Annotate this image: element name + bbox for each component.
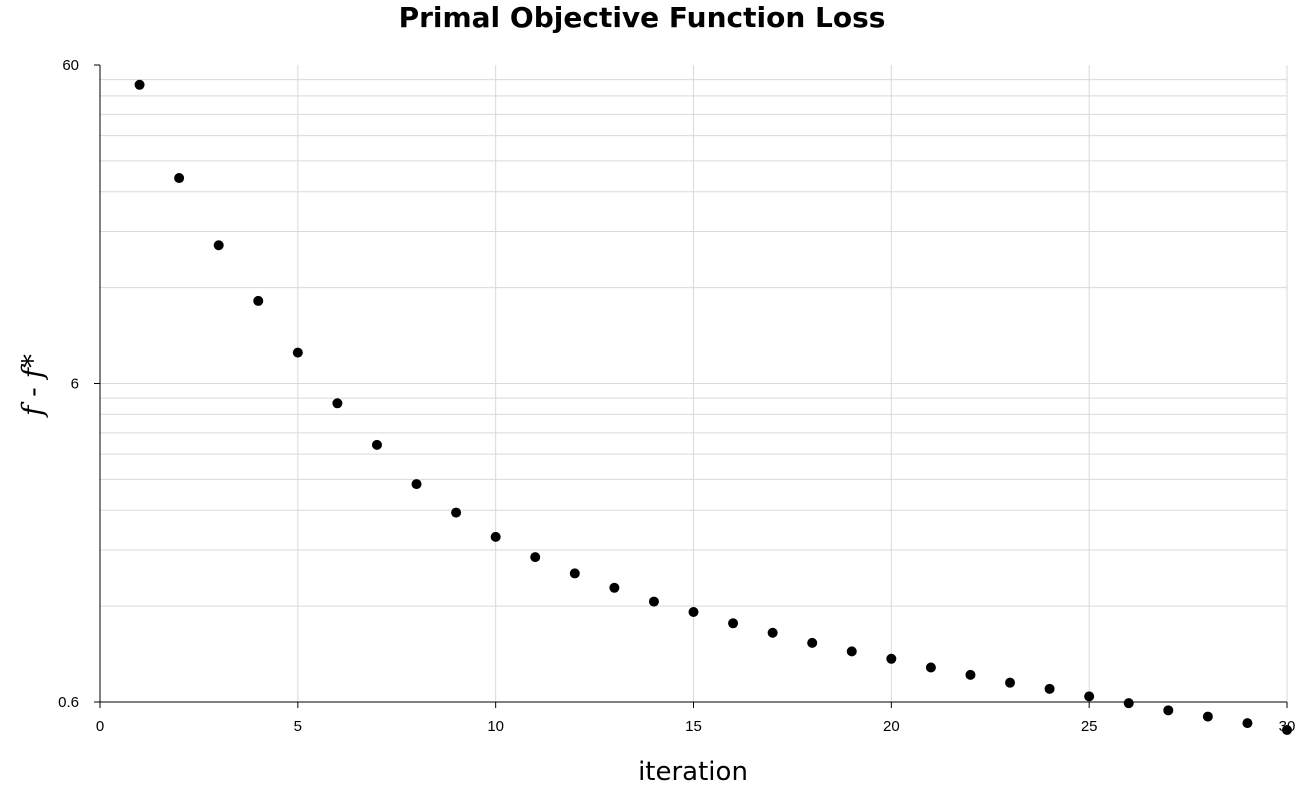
data-point: [767, 627, 778, 638]
data-point: [648, 596, 659, 607]
data-points: [134, 79, 1292, 736]
data-point: [292, 347, 303, 358]
x-axis-label: iteration: [638, 757, 748, 787]
data-point: [411, 479, 422, 490]
data-point: [253, 295, 264, 306]
chart-title: Primal Objective Function Loss: [399, 1, 886, 34]
data-point: [1163, 705, 1174, 716]
data-point: [728, 618, 739, 629]
x-tick-label: 10: [487, 718, 504, 735]
data-point: [371, 439, 382, 450]
x-tick-label: 5: [294, 718, 302, 735]
data-point: [1084, 691, 1095, 702]
data-point: [1202, 711, 1213, 722]
data-point: [1005, 677, 1016, 688]
gridlines: [99, 65, 1288, 703]
data-point: [846, 646, 857, 657]
data-point: [1242, 718, 1253, 729]
data-point: [332, 398, 343, 409]
data-point: [965, 669, 976, 680]
data-point: [925, 662, 936, 673]
data-point: [807, 637, 818, 648]
y-tick-label: 60: [62, 57, 79, 74]
data-point: [530, 552, 541, 563]
y-tick-label: 6: [71, 376, 79, 393]
x-tick-label: 25: [1081, 718, 1098, 735]
data-point: [213, 240, 224, 251]
data-point: [451, 507, 462, 518]
x-tick-label: 0: [96, 718, 104, 735]
data-point: [174, 173, 185, 184]
data-point: [490, 531, 501, 542]
data-point: [688, 607, 699, 618]
data-point: [1282, 725, 1292, 736]
y-tick-label: 0.6: [58, 694, 79, 711]
data-point: [1044, 683, 1055, 694]
data-point: [134, 79, 145, 90]
data-point: [886, 653, 897, 664]
data-point: [1123, 698, 1134, 709]
data-point: [569, 568, 580, 579]
x-tick-label: 20: [883, 718, 900, 735]
y-axis-label: f - f*: [16, 354, 49, 418]
x-tick-label: 15: [685, 718, 702, 735]
data-point: [609, 582, 620, 593]
